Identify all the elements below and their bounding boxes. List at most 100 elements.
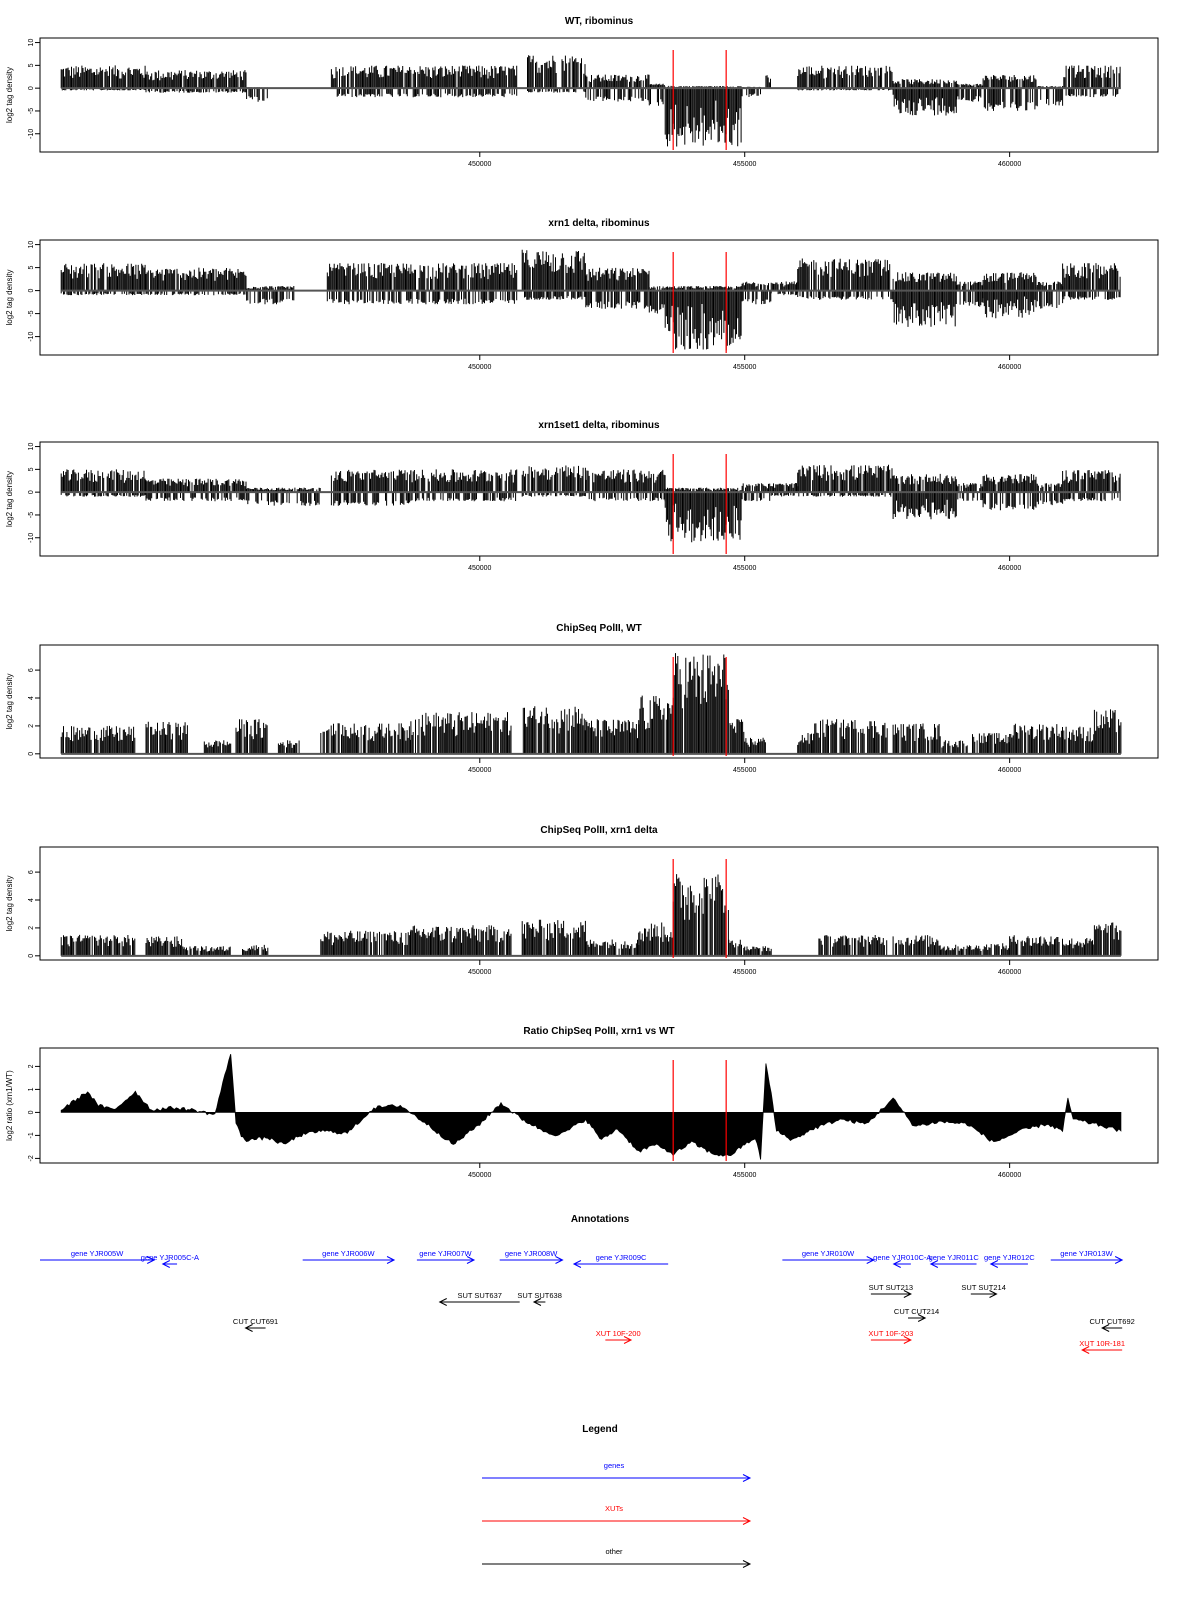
density-bars	[664, 85, 742, 147]
track-title: ChipSeq PolII, xrn1 delta	[540, 825, 658, 836]
annotation-feature: CUT CUT691	[233, 1317, 278, 1332]
y-axis-label: log2 tag density	[5, 471, 14, 527]
density-bars	[1063, 65, 1121, 98]
density-bars	[672, 874, 729, 956]
annotations-panel: Annotations gene YJR005W gene YJR005C-A gen…	[40, 1214, 1135, 1354]
density-bars	[246, 487, 321, 506]
feature-label: gene YJR005C-A	[141, 1253, 199, 1262]
legend-item: genes	[482, 1461, 752, 1482]
density-bars	[145, 267, 247, 296]
density-bars	[60, 469, 146, 497]
density-bars	[326, 263, 411, 305]
density-bars	[145, 936, 184, 956]
annotation-feature: SUT SUT637	[438, 1291, 520, 1306]
density-bars	[320, 930, 411, 956]
x-tick-label: 460000	[998, 161, 1021, 168]
density-bars	[744, 737, 766, 754]
y-tick-label: 6	[28, 668, 35, 672]
annotation-feature: gene YJR011C	[929, 1253, 979, 1268]
y-tick-label: 0	[28, 1110, 35, 1114]
feature-arrow-head	[161, 1260, 170, 1268]
density-bars	[585, 719, 640, 754]
density-bars	[664, 487, 742, 543]
track-panel: ChipSeq PolII, WT log2 tag density 0 2 4 6 450…	[5, 623, 1159, 774]
track-data	[60, 1053, 1122, 1160]
density-bars	[521, 919, 586, 956]
annotation-feature: CUT CUT214	[894, 1307, 939, 1322]
legend-title: Legend	[582, 1424, 618, 1435]
feature-label: gene YJR007W	[419, 1249, 472, 1258]
legend-item: other	[482, 1547, 752, 1568]
y-tick-label: 0	[28, 289, 35, 293]
density-bars	[585, 267, 650, 309]
feature-label: CUT CUT691	[233, 1317, 278, 1326]
x-tick-label: 455000	[733, 1172, 756, 1179]
track-title: xrn1 delta, ribominus	[548, 218, 650, 229]
density-bars	[797, 464, 893, 497]
x-tick-label: 450000	[468, 161, 491, 168]
density-bars	[242, 944, 269, 956]
density-bars	[521, 465, 586, 497]
density-bars	[1062, 470, 1121, 502]
density-bars	[770, 483, 799, 497]
y-tick-label: -5	[28, 108, 35, 114]
feature-label: gene YJR008W	[505, 1249, 558, 1258]
density-bars	[1093, 709, 1122, 754]
feature-arrow-head	[555, 1256, 564, 1264]
x-tick-label: 460000	[998, 565, 1021, 572]
legend-item-label: other	[605, 1547, 623, 1556]
annotation-feature: gene YJR005C-A	[141, 1253, 199, 1268]
density-bars	[941, 740, 968, 754]
annotations-title: Annotations	[571, 1214, 630, 1225]
density-bars	[410, 263, 518, 305]
density-bars	[741, 281, 772, 305]
x-tick-label: 460000	[998, 969, 1021, 976]
density-bars	[585, 74, 650, 102]
y-tick-label: 4	[28, 898, 35, 902]
density-bars	[797, 65, 893, 91]
density-bars	[797, 258, 893, 300]
density-bars	[320, 723, 411, 754]
feature-label: SUT SUT637	[457, 1291, 501, 1300]
density-bars	[60, 65, 146, 91]
annotation-feature: XUT 10F-203	[868, 1329, 913, 1344]
density-bars	[818, 935, 888, 956]
density-bars	[585, 469, 666, 502]
density-bars	[277, 740, 300, 754]
annotation-feature: gene YJR005W	[40, 1249, 156, 1264]
feature-label: CUT CUT214	[894, 1307, 939, 1316]
feature-arrow-head	[1101, 1324, 1110, 1332]
density-bars	[982, 474, 1037, 511]
density-bars	[410, 712, 512, 754]
feature-label: gene YJR006W	[322, 1249, 375, 1258]
density-bars	[741, 483, 772, 502]
track-panel: WT, ribominus log2 tag density 10 5 0 -5 -10 45…	[5, 16, 1159, 168]
y-tick-label: 0	[28, 954, 35, 958]
feature-arrow-head	[903, 1336, 912, 1344]
density-bars	[1009, 935, 1063, 956]
track-title: WT, ribominus	[565, 16, 634, 27]
feature-label: SUT SUT214	[961, 1283, 1005, 1292]
annotation-feature: gene YJR010C-A	[873, 1253, 931, 1268]
density-bars	[246, 87, 268, 102]
density-bars	[60, 263, 146, 296]
density-bars	[892, 272, 957, 327]
density-bars	[729, 719, 745, 754]
density-bars	[940, 944, 982, 956]
y-axis-label: log2 tag density	[5, 269, 14, 325]
density-bars	[1093, 922, 1122, 956]
density-bars	[1009, 723, 1063, 754]
x-tick-label: 450000	[468, 767, 491, 774]
x-tick-label: 455000	[733, 364, 756, 371]
density-bars	[972, 733, 1010, 754]
track-title: Ratio ChipSeq PolII, xrn1 vs WT	[523, 1026, 674, 1037]
density-bars	[60, 934, 136, 956]
annotation-feature: CUT CUT692	[1090, 1317, 1135, 1332]
y-axis-label: log2 tag density	[5, 875, 14, 931]
x-tick-label: 450000	[468, 364, 491, 371]
legend-arrow-head	[742, 1517, 752, 1525]
plot-frame	[39, 239, 1159, 356]
y-axis-label: log2 ratio (xrn1/WT)	[5, 1070, 14, 1141]
track-panel: xrn1 delta, ribominus log2 tag density 10 5…	[5, 218, 1159, 371]
